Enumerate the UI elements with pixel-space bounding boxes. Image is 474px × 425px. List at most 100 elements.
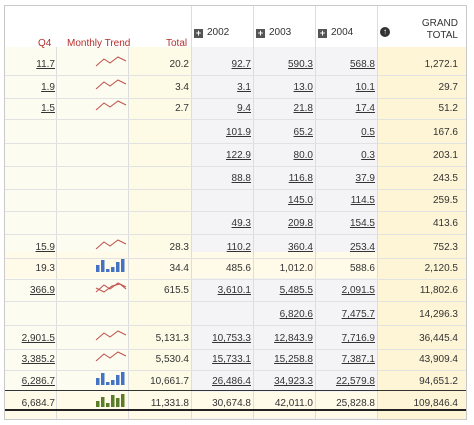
cell-grand: 752.3 xyxy=(432,242,458,253)
cell-y2002: 485.6 xyxy=(225,263,251,274)
header-monthly-trend[interactable]: Monthly Trend xyxy=(67,38,131,49)
cell-y2004[interactable]: 7,475.7 xyxy=(341,309,375,320)
years-column-band xyxy=(191,6,377,419)
cell-y2003[interactable]: 145.0 xyxy=(287,195,313,206)
cell-q4[interactable]: 2,901.5 xyxy=(21,333,55,344)
cell-y2004[interactable]: 7,716.9 xyxy=(341,333,375,344)
cell-grand: 11,802.6 xyxy=(419,285,458,296)
sparkline-chart xyxy=(95,56,127,67)
cell-total: 34.4 xyxy=(169,263,189,274)
cell-y2003[interactable]: 209.8 xyxy=(287,218,313,229)
cell-y2003[interactable]: 5,485.5 xyxy=(279,285,313,296)
cell-grand: 14,296.3 xyxy=(419,309,458,320)
sparkbar-chart xyxy=(96,372,125,385)
sparkline-chart xyxy=(95,100,127,111)
header-2003[interactable]: +2003 xyxy=(256,27,291,39)
plus-icon[interactable]: + xyxy=(194,28,203,38)
cell-y2003[interactable]: 21.8 xyxy=(293,103,313,114)
header-2003-label: 2003 xyxy=(269,27,292,38)
cell-y2002[interactable]: 49.3 xyxy=(231,218,251,229)
header-2002[interactable]: +2002 xyxy=(194,27,229,39)
cell-y2004[interactable]: 7,387.1 xyxy=(341,354,375,365)
cell-y2004[interactable]: 0.5 xyxy=(361,127,375,138)
sparkline-chart xyxy=(95,351,127,362)
cell-y2004[interactable]: 154.5 xyxy=(349,218,375,229)
plus-icon[interactable]: + xyxy=(256,28,265,38)
cell-y2002[interactable]: 122.9 xyxy=(225,150,251,161)
plus-icon[interactable]: + xyxy=(318,28,327,38)
grand-total-column-band xyxy=(377,6,466,419)
cell-grand: 1,272.1 xyxy=(424,59,458,70)
cell-y2004[interactable]: 568.8 xyxy=(349,59,375,70)
sparkbar-chart xyxy=(96,259,125,272)
cell-y2003[interactable]: 590.3 xyxy=(287,59,313,70)
cell-y2002[interactable]: 92.7 xyxy=(231,59,251,70)
cell-q4[interactable]: 15.9 xyxy=(35,242,55,253)
cell-y2003: 42,011.0 xyxy=(274,398,313,409)
cell-y2003[interactable]: 12,843.9 xyxy=(274,333,313,344)
cell-y2004[interactable]: 0.3 xyxy=(361,150,375,161)
cell-y2003[interactable]: 6,820.6 xyxy=(279,309,313,320)
sparkbar-chart xyxy=(96,394,125,407)
sparkline-chart xyxy=(95,239,127,250)
cell-y2002[interactable]: 3,610.1 xyxy=(217,285,251,296)
cell-q4[interactable]: 3,385.2 xyxy=(21,354,55,365)
pivot-table xyxy=(4,5,467,420)
cell-grand: 109,846.4 xyxy=(413,398,459,409)
cell-q4[interactable]: 11.7 xyxy=(36,59,55,70)
sparkline-chart xyxy=(95,282,127,293)
arrow-up-icon[interactable]: ↑ xyxy=(380,27,390,37)
cell-q4: 19.3 xyxy=(35,263,55,274)
header-q4[interactable]: Q4 xyxy=(38,38,52,49)
cell-y2002[interactable]: 10,753.3 xyxy=(212,333,251,344)
cell-total: 615.5 xyxy=(163,285,189,296)
cell-y2002[interactable]: 9.4 xyxy=(237,103,251,114)
cell-y2003[interactable]: 360.4 xyxy=(287,242,313,253)
cell-y2004[interactable]: 253.4 xyxy=(349,242,375,253)
header-2004[interactable]: +2004 xyxy=(318,27,353,39)
cell-y2004[interactable]: 2,091.5 xyxy=(341,285,375,296)
sparkline-chart xyxy=(95,330,127,341)
cell-total: 2.7 xyxy=(175,103,189,114)
cell-y2004[interactable]: 17.4 xyxy=(355,103,375,114)
cell-y2003[interactable]: 116.8 xyxy=(288,173,313,184)
trend-column-band xyxy=(56,6,128,419)
header-total[interactable]: Total xyxy=(166,38,188,49)
cell-y2002: 30,674.8 xyxy=(212,398,251,409)
cell-grand: 413.6 xyxy=(432,218,458,229)
cell-grand: 43,909.4 xyxy=(419,354,458,365)
cell-grand: 94,651.2 xyxy=(419,376,458,387)
cell-y2003[interactable]: 15,258.8 xyxy=(274,354,313,365)
header-grand-total-line2: TOTAL xyxy=(426,30,458,41)
cell-q4: 6,684.7 xyxy=(21,398,55,409)
cell-total: 3.4 xyxy=(175,82,189,93)
cell-y2002[interactable]: 88.8 xyxy=(231,173,251,184)
header-grand-total-line1: GRAND xyxy=(421,18,458,29)
cell-y2002[interactable]: 26,486.4 xyxy=(212,376,251,387)
cell-q4[interactable]: 1.9 xyxy=(41,82,55,93)
cell-y2002[interactable]: 3.1 xyxy=(237,82,251,93)
cell-y2003[interactable]: 34,923.3 xyxy=(274,376,313,387)
cell-grand: 36,445.4 xyxy=(419,333,458,344)
header-grand-total[interactable]: GRAND TOTAL xyxy=(410,18,458,42)
cell-grand: 51.2 xyxy=(438,103,458,114)
cell-grand: 29.7 xyxy=(438,82,458,93)
cell-grand: 243.5 xyxy=(432,173,458,184)
cell-y2004[interactable]: 10.1 xyxy=(355,82,375,93)
cell-y2002[interactable]: 101.9 xyxy=(225,127,251,138)
q4-column-band xyxy=(5,6,56,419)
cell-y2002[interactable]: 15,733.1 xyxy=(212,354,251,365)
cell-q4[interactable]: 366.9 xyxy=(29,285,55,296)
cell-y2004[interactable]: 22,579.8 xyxy=(336,376,375,387)
cell-y2003[interactable]: 80.0 xyxy=(293,150,313,161)
cell-y2003[interactable]: 65.2 xyxy=(293,127,313,138)
cell-total: 5,131.3 xyxy=(155,333,189,344)
cell-y2002[interactable]: 110.2 xyxy=(226,242,251,253)
cell-q4[interactable]: 1.5 xyxy=(41,103,55,114)
cell-y2004[interactable]: 37.9 xyxy=(355,173,375,184)
cell-grand: 2,120.5 xyxy=(424,263,458,274)
cell-y2003[interactable]: 13.0 xyxy=(293,82,313,93)
cell-y2004[interactable]: 114.5 xyxy=(350,195,375,206)
cell-y2003: 1,012.0 xyxy=(279,263,313,274)
cell-q4[interactable]: 6,286.7 xyxy=(21,376,55,387)
